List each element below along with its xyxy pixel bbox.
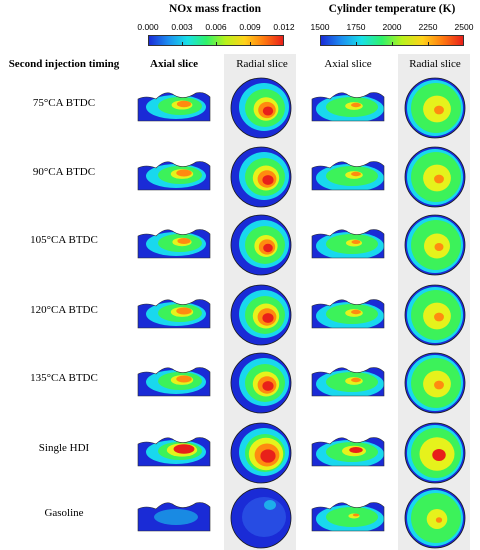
nox-axial-slice	[137, 229, 211, 259]
row-label: 75°CA BTDC	[32, 97, 96, 109]
temp-axial-slice	[311, 299, 385, 329]
nox-tick-label: 0.000	[137, 22, 159, 32]
nox-radial-slice	[230, 146, 292, 208]
temp-tick-mark	[392, 42, 393, 46]
row-label: Gasoline	[44, 507, 84, 519]
temp-axial-slice	[311, 367, 385, 397]
temp-tick-label: 2000	[382, 22, 402, 32]
nox-tick-label: 0.012	[273, 22, 295, 32]
nox-axial-slice	[137, 502, 211, 532]
nox-tick-label: 0.006	[205, 22, 227, 32]
row-label: 120°CA BTDC	[30, 304, 98, 316]
nox-tick-mark	[250, 42, 251, 46]
temp-axial-slice	[311, 229, 385, 259]
row-label: 135°CA BTDC	[30, 372, 98, 384]
temp-radial-slice	[404, 422, 466, 484]
nox-axial-slice	[137, 367, 211, 397]
temp-radial-slice	[404, 284, 466, 346]
nox-tick-mark	[216, 42, 217, 46]
temp-tick-label: 2500	[454, 22, 474, 32]
row-label: 105°CA BTDC	[30, 234, 98, 246]
temp-radial-slice	[404, 487, 466, 549]
nox-radial-header: Radial slice	[236, 58, 288, 70]
nox-radial-slice	[230, 487, 292, 549]
nox-radial-slice	[230, 214, 292, 276]
nox-radial-slice	[230, 422, 292, 484]
nox-axial-header: Axial slice	[150, 58, 198, 70]
row-label: 90°CA BTDC	[32, 166, 96, 178]
nox-radial-slice	[230, 77, 292, 139]
temp-axial-slice	[311, 161, 385, 191]
nox-radial-slice	[230, 352, 292, 414]
nox-axial-slice	[137, 161, 211, 191]
temp-tick-label: 2250	[418, 22, 438, 32]
temp-radial-slice	[404, 146, 466, 208]
temp-radial-header: Radial slice	[409, 58, 461, 70]
nox-tick-label: 0.003	[171, 22, 193, 32]
temp-axial-slice	[311, 92, 385, 122]
nox-axial-slice	[137, 92, 211, 122]
row-label: Single HDI	[38, 442, 90, 454]
nox-axial-slice	[137, 299, 211, 329]
row-header-title: Second injection timing	[8, 58, 120, 70]
temp-radial-slice	[404, 77, 466, 139]
nox-axial-slice	[137, 437, 211, 467]
temp-tick-mark	[428, 42, 429, 46]
nox-tick-mark	[182, 42, 183, 46]
temp-axial-slice	[311, 502, 385, 532]
temp-tick-mark	[356, 42, 357, 46]
nox-tick-label: 0.009	[239, 22, 261, 32]
nox-legend-title: NOx mass fraction	[169, 3, 261, 15]
temp-radial-slice	[404, 214, 466, 276]
temp-legend-title: Cylinder temperature (K)	[328, 3, 456, 15]
temp-tick-label: 1500	[310, 22, 330, 32]
temp-axial-slice	[311, 437, 385, 467]
temp-axial-header: Axial slice	[324, 58, 372, 70]
temp-tick-label: 1750	[346, 22, 366, 32]
nox-radial-slice	[230, 284, 292, 346]
temp-radial-slice	[404, 352, 466, 414]
